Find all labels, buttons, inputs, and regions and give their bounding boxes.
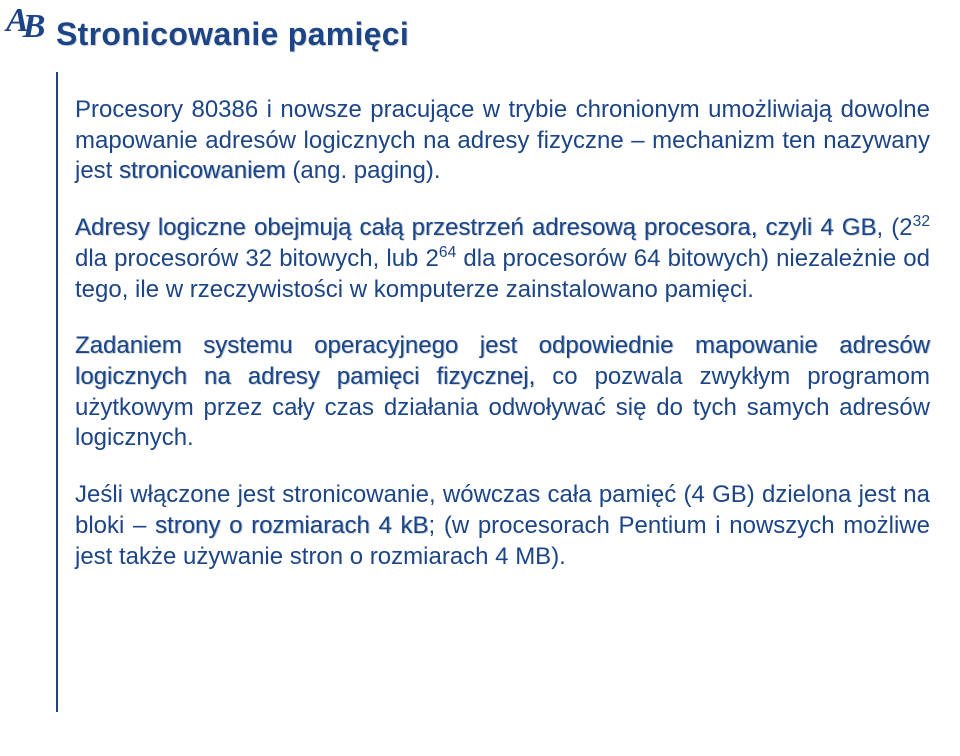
paragraph-3: Zadaniem systemu operacyjnego jest odpow… — [75, 331, 930, 454]
p2-text-1: , (2 — [877, 214, 913, 241]
p2-sup-1: 32 — [913, 213, 930, 230]
content-area: Procesory 80386 i nowsze pracujące w try… — [75, 95, 930, 598]
p2-sup-2: 64 — [439, 244, 456, 261]
logo-a: A — [6, 2, 25, 39]
p1-text-2: (ang. paging). — [286, 157, 441, 184]
p2-text-2: dla procesorów 32 bitowych, lub 2 — [75, 245, 439, 272]
paragraph-2: Adresy logiczne obejmują całą przestrzeń… — [75, 213, 930, 305]
paragraph-4: Jeśli włączone jest stronicowanie, wówcz… — [75, 480, 930, 572]
logo: AB — [6, 8, 43, 42]
vertical-rule — [56, 72, 58, 712]
p2-accent-1: Adresy logiczne obejmują całą przestrzeń… — [75, 214, 877, 241]
p4-accent-1: strony o rozmiarach 4 kB — [155, 512, 428, 539]
page-title: Stronicowanie pamięci — [56, 16, 409, 53]
logo-b: B — [23, 8, 42, 45]
p1-accent: stronicowaniem — [119, 157, 286, 184]
paragraph-1: Procesory 80386 i nowsze pracujące w try… — [75, 95, 930, 187]
